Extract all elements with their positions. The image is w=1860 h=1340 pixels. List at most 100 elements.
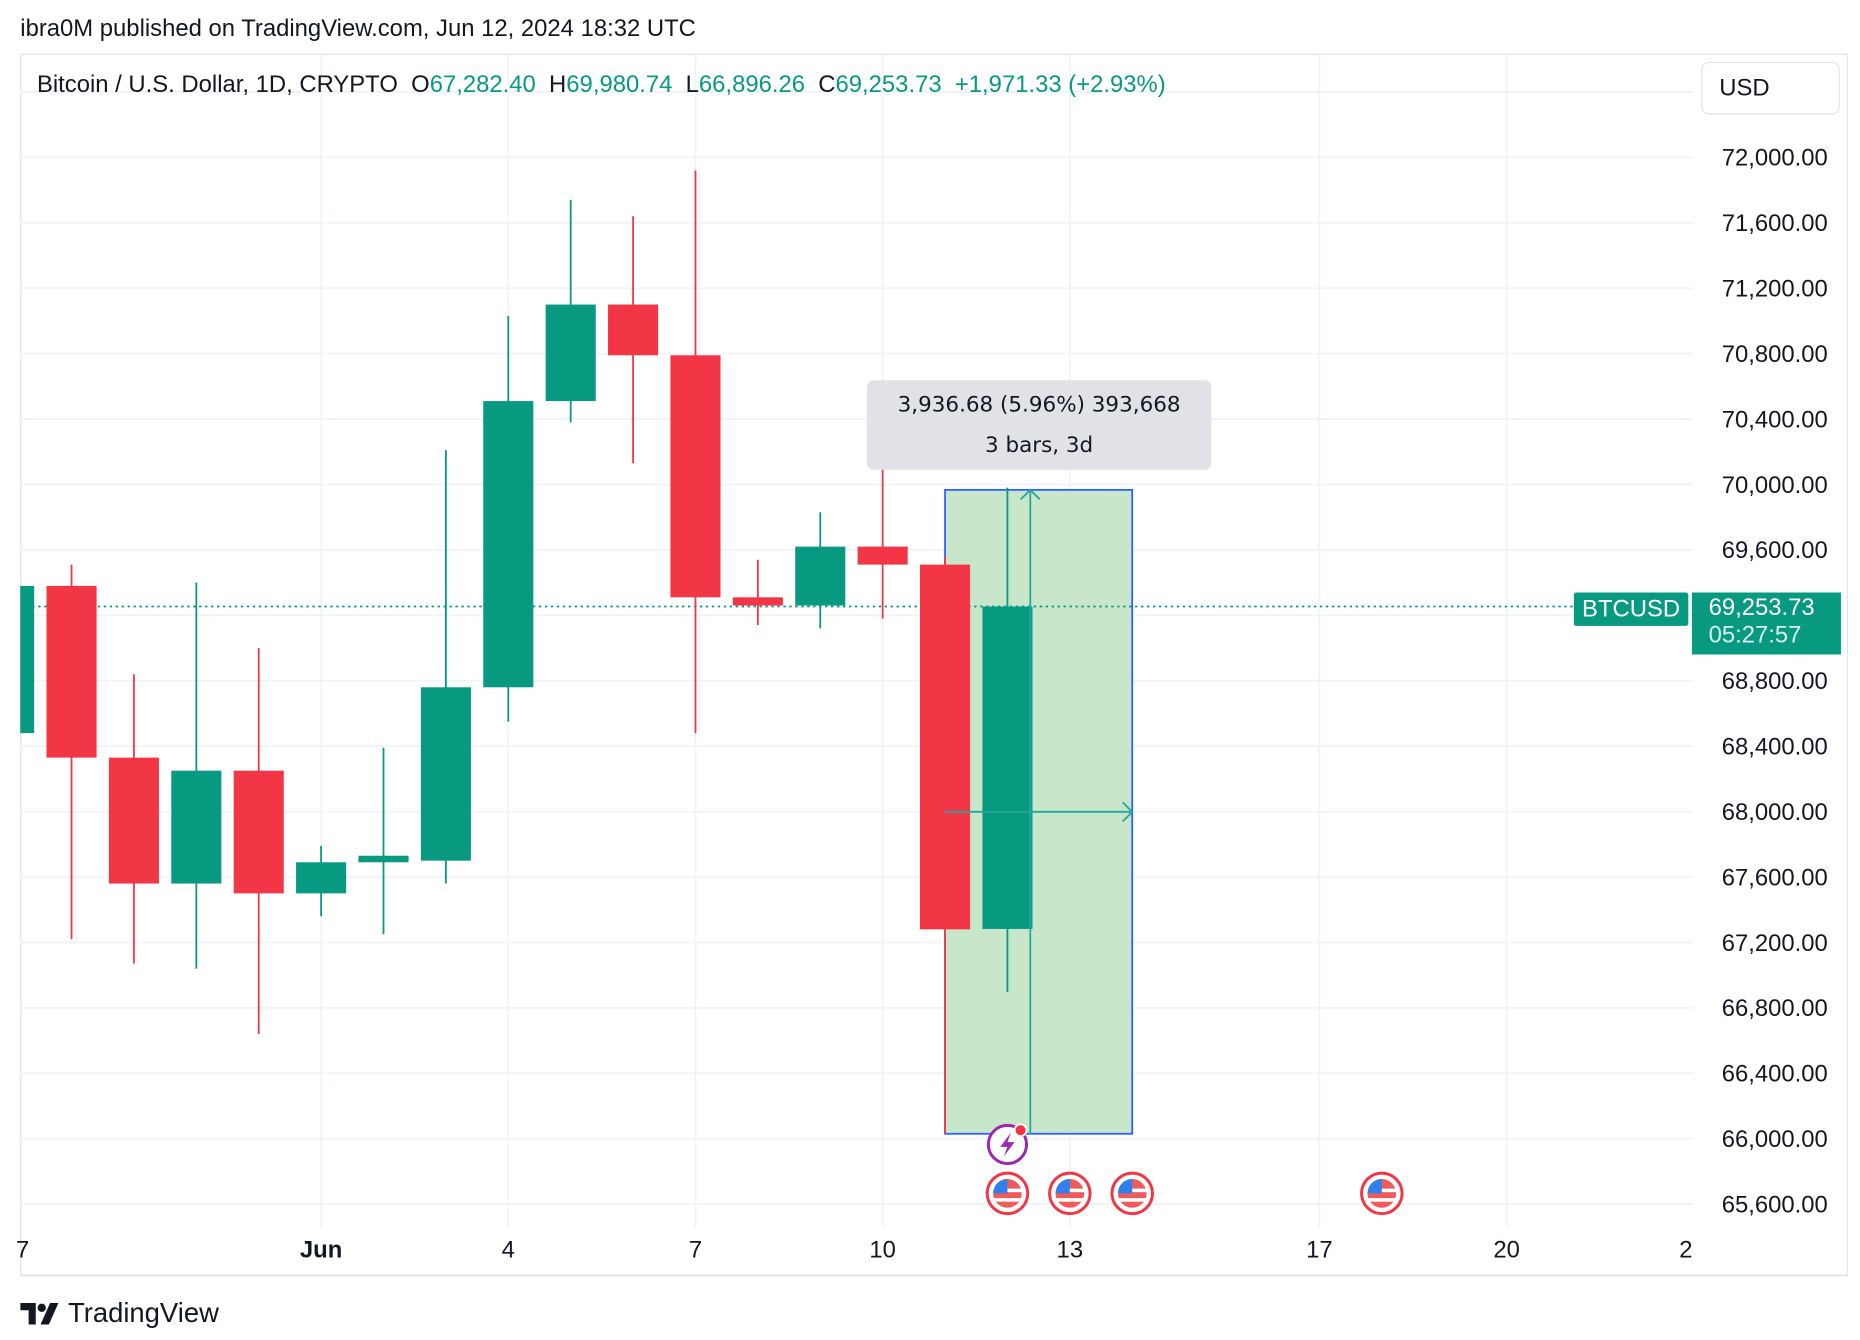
candle [920, 556, 971, 1134]
candle [795, 512, 846, 629]
symbol-title[interactable]: Bitcoin / U.S. Dollar, 1D, CRYPTO [36, 71, 398, 98]
low-label: L [685, 71, 699, 98]
y-tick-label: 69,600.00 [1722, 537, 1828, 564]
candle-body [108, 757, 159, 884]
candle [171, 582, 222, 969]
candle-body [20, 585, 35, 734]
us-flag-icon [1048, 1171, 1092, 1216]
y-tick-label: 67,200.00 [1722, 930, 1828, 957]
y-tick-label: 66,000.00 [1722, 1126, 1828, 1153]
symbol-legend: Bitcoin / U.S. Dollar, 1D, CRYPTO O67,28… [37, 72, 1166, 99]
y-tick-label: 68,000.00 [1722, 799, 1828, 826]
last-price: 69,253.73 [1708, 594, 1815, 622]
currency-button[interactable]: USD [1701, 61, 1840, 115]
flag-stripe [1055, 1198, 1085, 1202]
x-tick-label: Jun [300, 1237, 342, 1264]
candle [545, 199, 596, 423]
y-tick-label: 70,400.00 [1722, 406, 1828, 433]
y-tick-label: 65,600.00 [1722, 1191, 1828, 1218]
change-value: +1,971.33 (+2.93%) [954, 71, 1166, 98]
x-tick-label: 10 [869, 1237, 896, 1264]
x-tick-label: 4 [502, 1237, 515, 1264]
candle [732, 559, 783, 626]
lightning-bolt [1000, 1132, 1015, 1157]
x-tick-label: 17 [1306, 1237, 1333, 1264]
notification-dot [1013, 1123, 1028, 1138]
y-tick-label: 67,600.00 [1722, 864, 1828, 891]
candle-body [982, 606, 1033, 929]
flag-stripe [993, 1198, 1022, 1202]
measure-tooltip: 3,936.68 (5.96%) 393,668 3 bars, 3d [866, 380, 1212, 470]
candle [483, 316, 534, 722]
x-tick-label: 2 [1679, 1237, 1692, 1264]
y-tick-label: 66,800.00 [1722, 995, 1828, 1022]
candle-body [46, 585, 97, 758]
flag-stripe [1117, 1198, 1147, 1202]
y-tick-label: 71,600.00 [1722, 210, 1828, 237]
low-value: 66,896.26 [698, 71, 806, 98]
flag-canton [993, 1179, 1008, 1194]
symbol-price-label: BTCUSD [1573, 592, 1689, 626]
open-value: 67,282.40 [429, 71, 536, 98]
candle [108, 674, 159, 964]
close-value: 69,253.73 [835, 71, 942, 98]
high-label: H [549, 71, 567, 98]
tradingview-logo-icon [20, 1302, 59, 1324]
candle [608, 216, 659, 464]
high-value: 69,980.74 [566, 71, 673, 98]
flag-canton [1367, 1179, 1382, 1194]
tradingview-logo[interactable]: TradingView [20, 1297, 219, 1329]
last-price-tag: 69,253.73 05:27:57 [1691, 592, 1841, 655]
candle [296, 845, 347, 917]
candle [46, 564, 97, 940]
y-tick-label: 70,800.00 [1722, 341, 1828, 368]
candle-body [358, 855, 409, 863]
candle-body [795, 546, 846, 606]
y-tick-label: 66,400.00 [1722, 1061, 1828, 1088]
candle-body [732, 597, 783, 606]
x-tick-label: 13 [1057, 1237, 1084, 1264]
arrow-up-icon [1020, 488, 1041, 501]
x-tick-label: 20 [1493, 1237, 1520, 1264]
flag-canton [1117, 1179, 1133, 1194]
flag-stripe [1367, 1198, 1397, 1202]
candle [420, 450, 471, 884]
candle [20, 585, 35, 734]
bar-countdown: 05:27:57 [1708, 622, 1802, 649]
x-tick-label: 7 [16, 1237, 29, 1264]
close-label: C [818, 71, 836, 98]
y-tick-label: 68,800.00 [1722, 668, 1828, 695]
y-tick-label: 68,400.00 [1722, 734, 1828, 761]
candle-body [670, 355, 721, 598]
candle-body [233, 770, 284, 894]
candle [233, 648, 284, 1035]
candle-body [545, 304, 596, 402]
candle-body [483, 401, 534, 688]
candle-body [420, 687, 471, 861]
us-flag-icon [1110, 1171, 1154, 1216]
candle [358, 747, 409, 935]
candle-body [608, 304, 659, 356]
x-tick-label: 7 [689, 1237, 702, 1264]
candle [857, 458, 908, 619]
y-tick-label: 72,000.00 [1722, 145, 1828, 172]
us-flag-icon [1360, 1171, 1404, 1216]
flag-canton [1055, 1179, 1070, 1194]
candle-body [296, 862, 347, 894]
lightning-icon [986, 1123, 1029, 1166]
y-tick-label: 71,200.00 [1722, 276, 1828, 303]
candle [982, 487, 1033, 993]
measure-tooltip-line2: 3 bars, 3d [984, 432, 1094, 458]
candle [670, 170, 721, 734]
candle-body [920, 564, 971, 930]
brand-name: TradingView [67, 1297, 219, 1329]
open-label: O [411, 71, 430, 98]
us-flag-icon [985, 1171, 1030, 1216]
measure-tooltip-line1: 3,936.68 (5.96%) 393,668 [897, 392, 1181, 418]
candle-body [171, 770, 222, 884]
candle-body [857, 546, 908, 565]
published-caption: ibra0M published on TradingView.com, Jun… [20, 15, 696, 42]
y-tick-label: 70,000.00 [1722, 472, 1828, 499]
